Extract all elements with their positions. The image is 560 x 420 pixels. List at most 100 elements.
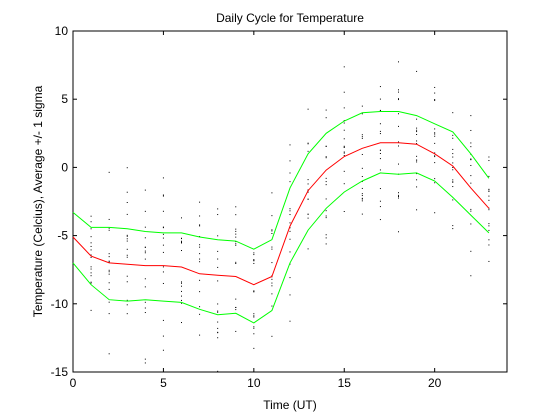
scatter-point [199,306,201,308]
scatter-point [72,240,74,242]
scatter-point [379,152,381,154]
scatter-point [452,137,454,139]
scatter-point [253,262,255,264]
scatter-point [416,127,418,129]
scatter-point [126,256,128,258]
scatter-point [452,134,454,136]
scatter-point [199,224,201,226]
scatter-point [217,311,219,313]
scatter-point [289,222,291,224]
scatter-point [398,61,399,63]
y-tick-label: -10 [51,297,69,311]
scatter-point [162,266,164,268]
scatter-point [379,149,381,151]
scatter-point [199,313,201,315]
scatter-point [217,214,219,216]
scatter-point [253,260,255,262]
scatter-point [271,230,273,232]
scatter-point [379,158,381,160]
scatter-point [416,179,418,181]
scatter-point [434,152,436,154]
series-line-average [72,142,490,286]
scatter-point [199,279,201,281]
scatter-point [181,242,182,244]
scatter-point [398,197,399,199]
scatter-point [271,192,273,194]
scatter-point [379,169,381,171]
scatter-point [72,234,74,236]
scatter-point [452,112,454,114]
scatter-point [253,326,255,328]
scatter-point [126,167,128,169]
scatter-point [181,290,182,292]
scatter-point [271,262,273,264]
scatter-point [253,259,255,261]
scatter-point [162,335,164,337]
scatter-point [271,285,273,287]
scatter-point [470,210,472,212]
scatter-point [416,140,418,142]
scatter-point [452,153,454,155]
scatter-point [325,184,327,186]
scatter-point [488,260,490,262]
scatter-point [162,251,164,253]
scatter-point [488,189,490,191]
series-line-upper [72,111,490,250]
scatter-point [289,160,291,162]
scatter-point [289,251,291,253]
scatter-point [325,198,327,200]
scatter-point [90,268,92,270]
scatter-point [325,109,327,111]
scatter-point [199,201,201,203]
scatter-point [181,240,182,242]
scatter-point [452,148,454,150]
scatter-point [325,181,327,183]
scatter-point [289,227,291,229]
scatter-point [72,187,74,189]
scatter-point [271,293,273,295]
scatter-point [343,129,345,131]
scatter-point [289,144,291,146]
scatter-point [108,171,110,173]
scatter-point [325,157,327,159]
scatter-point [470,164,472,166]
scatter-point [90,282,92,284]
scatter-point [162,349,164,351]
scatter-point [452,166,454,168]
scatter-point [72,239,74,241]
scatter-point [108,229,110,231]
scatter-point [379,133,381,135]
scatter-point [488,195,490,197]
scatter-point [126,281,128,283]
scatter-point [452,179,454,181]
series-line-lower [72,172,490,324]
scatter-point [470,275,472,277]
scatter-point [144,362,146,364]
scatter-point [343,145,345,147]
scatter-point [253,316,255,318]
scatter-point [90,236,92,238]
scatter-point [325,217,327,219]
scatter-point [72,275,74,277]
scatter-point [217,337,219,339]
scatter-point [434,92,436,94]
scatter-point [126,299,128,301]
scatter-point [361,134,363,136]
scatter-point [144,252,146,254]
scatter-point [144,258,146,260]
x-tick-label: 0 [70,376,77,390]
scatter-points [72,61,490,372]
scatter-point [416,129,418,131]
scatter-point [379,130,381,132]
scatter-point [343,138,345,140]
scatter-point [72,256,74,258]
scatter-point [307,179,309,181]
scatter-point [379,86,381,88]
scatter-point [162,233,164,235]
scatter-point [361,105,363,107]
scatter-point [488,199,490,201]
scatter-point [126,235,128,237]
scatter-point [398,231,399,233]
scatter-point [470,146,472,148]
scatter-point [452,162,454,164]
